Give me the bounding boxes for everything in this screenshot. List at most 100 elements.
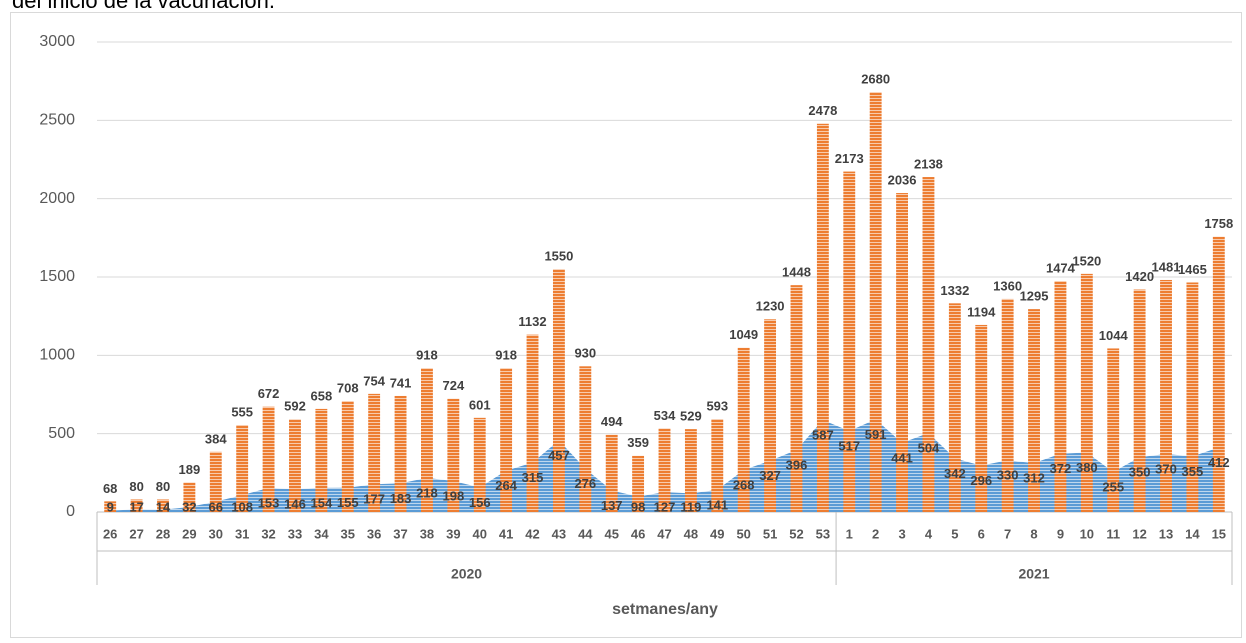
- x-tick-label: 1: [846, 526, 853, 541]
- bar-value-label: 592: [284, 399, 306, 414]
- x-tick-label: 53: [816, 526, 830, 541]
- bar: [473, 417, 486, 512]
- group-label: 2021: [1018, 566, 1049, 582]
- area-value-label: 350: [1129, 465, 1151, 480]
- bar-value-label: 1360: [993, 278, 1022, 293]
- area-value-label: 276: [574, 476, 596, 491]
- area-value-label: 342: [944, 466, 966, 481]
- bar-value-label: 2138: [914, 156, 943, 171]
- area-value-label: 119: [680, 499, 701, 514]
- bar: [1186, 282, 1199, 512]
- y-tick-label: 2000: [39, 190, 75, 207]
- bar-value-label: 672: [258, 386, 280, 401]
- bar: [869, 92, 882, 512]
- x-tick-label: 37: [393, 526, 407, 541]
- area-value-label: 141: [706, 497, 728, 512]
- x-tick-label: 12: [1132, 526, 1146, 541]
- bar: [711, 419, 724, 512]
- bar: [1107, 348, 1120, 512]
- x-tick-label: 38: [420, 526, 434, 541]
- bar-value-label: 359: [627, 435, 649, 450]
- area-value-label: 327: [759, 468, 781, 483]
- caption: del inicio de la vacunación.: [12, 0, 275, 13]
- bar-value-label: 555: [231, 404, 253, 419]
- x-tick-label: 8: [1030, 526, 1037, 541]
- bar: [843, 171, 856, 512]
- y-tick-label: 1000: [39, 347, 75, 364]
- bar-value-label: 384: [205, 431, 227, 446]
- x-tick-label: 50: [736, 526, 750, 541]
- bar: [236, 425, 249, 512]
- area-value-label: 441: [891, 450, 913, 465]
- area: [110, 419, 1219, 512]
- bar-value-label: 1332: [940, 283, 969, 298]
- bar-value-label: 1465: [1178, 262, 1207, 277]
- bar-value-label: 189: [179, 462, 201, 477]
- x-tick-label: 39: [446, 526, 460, 541]
- bar-value-label: 1758: [1204, 216, 1233, 231]
- x-tick-label: 7: [1004, 526, 1011, 541]
- area-value-label: 255: [1102, 479, 1124, 494]
- area-value-label: 457: [548, 448, 570, 463]
- x-tick-label: 4: [925, 526, 933, 541]
- bar: [526, 334, 539, 512]
- area-value-label: 155: [337, 495, 359, 510]
- bar-value-label: 918: [495, 348, 517, 363]
- bar-value-label: 1448: [782, 265, 811, 280]
- bar-value-label: 2478: [808, 103, 837, 118]
- bar: [104, 501, 117, 512]
- bar: [975, 324, 988, 512]
- area-value-label: 198: [442, 488, 464, 503]
- x-tick-label: 31: [235, 526, 249, 541]
- area-value-label: 517: [838, 438, 860, 453]
- bar-value-label: 80: [129, 479, 143, 494]
- bar: [764, 319, 777, 512]
- bar: [394, 395, 407, 512]
- x-tick-label: 2: [872, 526, 879, 541]
- bar: [1028, 309, 1040, 512]
- x-tick-label: 49: [710, 526, 724, 541]
- bar: [368, 393, 381, 512]
- bar-value-label: 68: [103, 481, 117, 496]
- area-value-label: 17: [129, 499, 143, 514]
- area-value-label: 146: [284, 497, 306, 512]
- bar: [447, 398, 460, 512]
- area-value-label: 296: [970, 473, 992, 488]
- area-value-label: 98: [631, 499, 645, 514]
- bar-value-label: 918: [416, 348, 438, 363]
- x-tick-label: 9: [1057, 526, 1064, 541]
- y-tick-label: 2500: [39, 112, 75, 129]
- x-axis-title: setmanes/any: [612, 601, 718, 618]
- bar-value-label: 2036: [888, 172, 917, 187]
- bar-value-label: 1295: [1020, 289, 1049, 304]
- bar: [552, 269, 565, 512]
- x-tick-label: 45: [604, 526, 618, 541]
- area-value-label: 591: [865, 427, 887, 442]
- bar: [684, 429, 697, 512]
- bar: [262, 406, 275, 512]
- area-value-label: 396: [786, 457, 808, 472]
- bar: [1160, 279, 1172, 512]
- y-tick-label: 3000: [39, 33, 75, 50]
- bar-value-label: 1420: [1125, 269, 1154, 284]
- x-tick-label: 15: [1212, 526, 1226, 541]
- bar: [948, 303, 961, 512]
- group-label: 2020: [451, 566, 482, 582]
- bar-value-label: 1049: [729, 327, 758, 342]
- x-tick-label: 52: [789, 526, 803, 541]
- bar-value-label: 658: [311, 388, 333, 403]
- x-tick-label: 42: [525, 526, 539, 541]
- x-tick-label: 34: [314, 526, 329, 541]
- y-tick-label: 500: [48, 425, 75, 442]
- area-value-label: 268: [733, 477, 755, 492]
- bar-value-label: 80: [156, 479, 170, 494]
- bar-value-label: 1474: [1046, 261, 1076, 276]
- x-tick-label: 3: [898, 526, 905, 541]
- bar: [658, 428, 671, 512]
- area-value-label: 587: [812, 427, 834, 442]
- bar-value-label: 2680: [861, 72, 890, 87]
- bar-value-label: 601: [469, 397, 491, 412]
- bar: [130, 499, 143, 512]
- bar: [157, 499, 169, 512]
